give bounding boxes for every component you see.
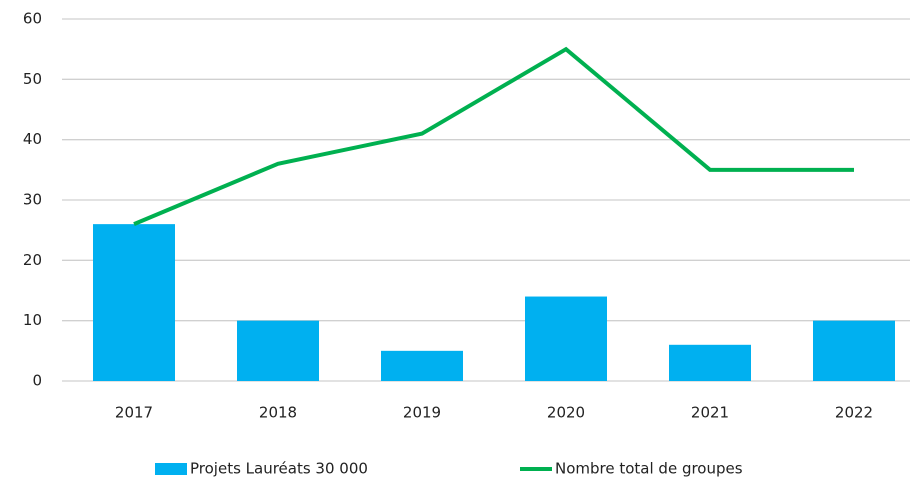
line	[133, 46, 854, 226]
legend-label: Projets Lauréats 30 000	[190, 460, 368, 478]
x-tick-label: 2021	[691, 404, 729, 422]
x-tick-label: 2022	[835, 404, 873, 422]
y-tick-label: 60	[23, 10, 42, 28]
bar	[669, 344, 751, 381]
legend-label: Nombre total de groupes	[555, 460, 743, 478]
bar	[93, 224, 175, 381]
y-tick-label: 10	[23, 311, 42, 329]
bar	[237, 320, 319, 381]
bar	[813, 320, 895, 381]
y-tick-label: 50	[23, 70, 42, 88]
x-tick-label: 2020	[547, 404, 585, 422]
x-tick-label: 2017	[115, 404, 153, 422]
legend-swatch	[155, 463, 187, 475]
y-tick-label: 20	[23, 251, 42, 269]
x-tick-label: 2018	[259, 404, 297, 422]
bar	[525, 296, 607, 381]
x-tick-label: 2019	[403, 404, 441, 422]
y-tick-label: 0	[32, 372, 42, 390]
y-tick-label: 30	[23, 191, 42, 209]
y-tick-label: 40	[23, 130, 42, 148]
bar	[381, 350, 463, 381]
